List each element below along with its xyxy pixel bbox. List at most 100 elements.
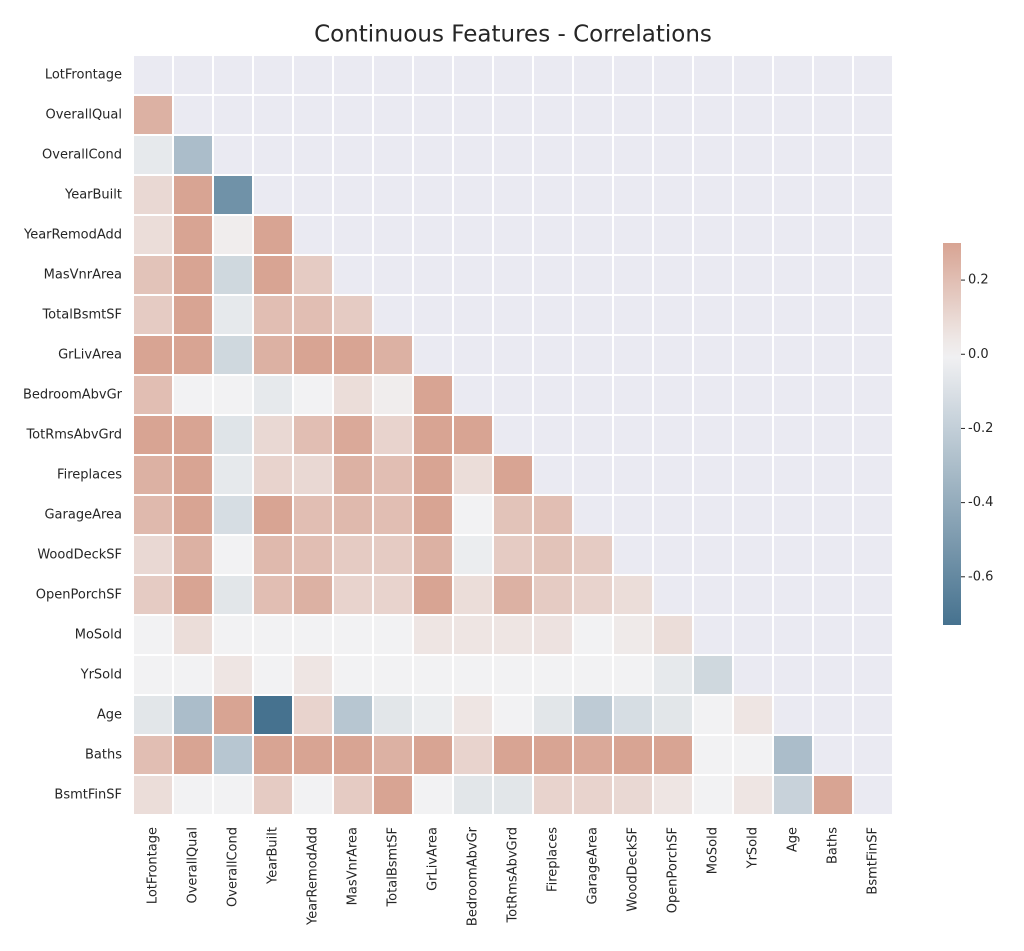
heatmap-cell — [613, 615, 653, 655]
heatmap-cell — [253, 295, 293, 335]
heatmap-cell — [773, 775, 813, 815]
heatmap-cell — [133, 375, 173, 415]
x-tick-label: BsmtFinSF — [866, 827, 881, 895]
heatmap-cell — [613, 735, 653, 775]
heatmap-cell — [493, 535, 533, 575]
heatmap-cell — [293, 735, 333, 775]
heatmap-cell — [253, 695, 293, 735]
x-tick-label: TotRmsAbvGrd — [506, 827, 521, 924]
heatmap-cell — [693, 695, 733, 735]
heatmap-cell — [373, 695, 413, 735]
heatmap-cell — [453, 455, 493, 495]
heatmap-cell — [533, 615, 573, 655]
heatmap-cell — [253, 775, 293, 815]
heatmap-cell — [213, 375, 253, 415]
heatmap-cell — [213, 695, 253, 735]
heatmap-cell — [453, 535, 493, 575]
heatmap-cell — [213, 735, 253, 775]
heatmap-cell — [533, 775, 573, 815]
heatmap-cell — [373, 655, 413, 695]
heatmap-cell — [173, 695, 213, 735]
heatmap-cell — [213, 455, 253, 495]
heatmap-cell — [693, 775, 733, 815]
heatmap-cell — [213, 255, 253, 295]
heatmap-cell — [173, 655, 213, 695]
x-tick-label: MasVnrArea — [346, 827, 361, 905]
heatmap-cell — [293, 615, 333, 655]
heatmap-cell — [293, 575, 333, 615]
y-tick-label: LotFrontage — [45, 68, 122, 83]
heatmap-cell — [413, 615, 453, 655]
heatmap-cell — [733, 695, 773, 735]
heatmap-cell — [573, 775, 613, 815]
heatmap-cell — [493, 575, 533, 615]
heatmap-cell — [173, 775, 213, 815]
heatmap-cell — [373, 775, 413, 815]
y-tick-label: OverallQual — [45, 108, 122, 123]
heatmap-cell — [253, 455, 293, 495]
heatmap-cell — [333, 695, 373, 735]
heatmap-cell — [133, 215, 173, 255]
chart-title: Continuous Features - Correlations — [314, 22, 712, 48]
heatmap-cell — [333, 615, 373, 655]
x-tick-label: GarageArea — [586, 827, 601, 905]
x-tick-label: MoSold — [706, 827, 721, 874]
heatmap-cell — [253, 415, 293, 455]
heatmap-cell — [173, 255, 213, 295]
x-tick-label: TotalBsmtSF — [386, 827, 401, 908]
heatmap-cell — [133, 255, 173, 295]
heatmap-cell — [653, 735, 693, 775]
heatmap-cell — [373, 735, 413, 775]
x-tick-label: YearBuilt — [266, 827, 281, 885]
x-tick-label: YrSold — [746, 827, 761, 869]
heatmap-cell — [573, 655, 613, 695]
heatmap-cell — [493, 735, 533, 775]
heatmap-cell — [613, 695, 653, 735]
y-tick-label: MoSold — [75, 628, 122, 643]
heatmap-cell — [373, 575, 413, 615]
y-tick-label: Baths — [85, 748, 122, 763]
heatmap-cell — [373, 455, 413, 495]
heatmap-cell — [493, 495, 533, 535]
heatmap-cell — [653, 775, 693, 815]
heatmap-cell — [253, 495, 293, 535]
x-tick-label: YearRemodAdd — [306, 827, 321, 926]
x-tick-label: OverallCond — [226, 827, 241, 907]
heatmap-cell — [413, 415, 453, 455]
heatmap-cell — [293, 255, 333, 295]
y-tick-label: YrSold — [80, 668, 122, 683]
heatmap-cell — [413, 495, 453, 535]
heatmap-cell — [173, 455, 213, 495]
heatmap-cell — [413, 375, 453, 415]
colorbar-tick-label: -0.2 — [968, 421, 993, 436]
y-tick-label: OpenPorchSF — [36, 588, 122, 603]
heatmap-cell — [133, 735, 173, 775]
colorbar — [943, 243, 961, 625]
heatmap-cell — [533, 735, 573, 775]
heatmap-cell — [173, 415, 213, 455]
heatmap-cell — [413, 695, 453, 735]
heatmap-cell — [813, 775, 853, 815]
x-tick-label: WoodDeckSF — [626, 827, 641, 912]
heatmap-cell — [493, 655, 533, 695]
heatmap-cell — [453, 615, 493, 655]
heatmap-cell — [133, 415, 173, 455]
heatmap-cell — [453, 775, 493, 815]
heatmap-cell — [253, 535, 293, 575]
heatmap-cell — [213, 535, 253, 575]
heatmap-cell — [173, 535, 213, 575]
heatmap-cell — [453, 735, 493, 775]
heatmap-cell — [213, 615, 253, 655]
heatmap-cell — [533, 495, 573, 535]
heatmap-cell — [773, 735, 813, 775]
heatmap-cell — [173, 135, 213, 175]
heatmap-cell — [453, 575, 493, 615]
colorbar-tick-label: -0.6 — [968, 569, 993, 584]
heatmap-cell — [693, 655, 733, 695]
heatmap-cell — [333, 495, 373, 535]
heatmap-cell — [333, 655, 373, 695]
heatmap-cell — [333, 295, 373, 335]
heatmap-cell — [493, 775, 533, 815]
y-tick-label: WoodDeckSF — [37, 548, 122, 563]
